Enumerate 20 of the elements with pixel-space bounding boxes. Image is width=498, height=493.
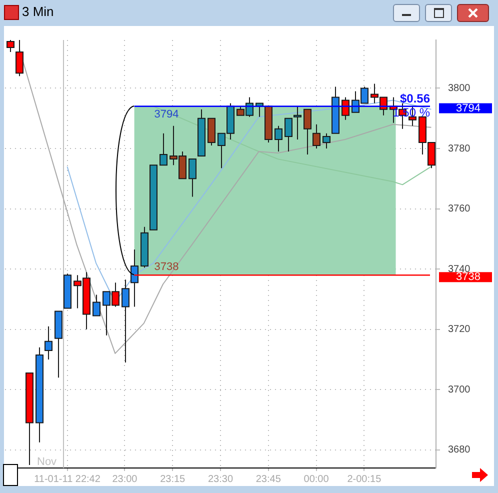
annotation: $0.56 <box>400 92 430 106</box>
x-tick-label: 00:00 <box>304 474 330 485</box>
x-tick-label: 11-01-11 22:42 <box>34 474 101 485</box>
x-tick-label: 2-00:15 <box>347 474 382 485</box>
annotation: 3738 <box>154 261 179 274</box>
y-tick-label: 3760 <box>448 204 471 215</box>
annotation: Nov <box>37 456 58 468</box>
annotation: 3794 <box>154 108 179 120</box>
y-tick-label: 3700 <box>448 384 471 396</box>
ref-line-label: 3794 <box>456 102 480 114</box>
y-tick-label: 3720 <box>448 324 471 336</box>
x-tick-label: 23:45 <box>256 474 282 485</box>
x-tick-label: 23:15 <box>160 474 186 485</box>
x-tick-label: 23:00 <box>112 474 138 485</box>
y-tick-label: 3780 <box>448 143 471 154</box>
chart-title: 3 Min <box>22 4 54 19</box>
x-tick-label: 23:30 <box>208 474 234 485</box>
ref-line-label: 3738 <box>456 271 480 284</box>
y-tick-label: 3800 <box>448 82 471 94</box>
y-tick-label: 3680 <box>448 444 471 456</box>
